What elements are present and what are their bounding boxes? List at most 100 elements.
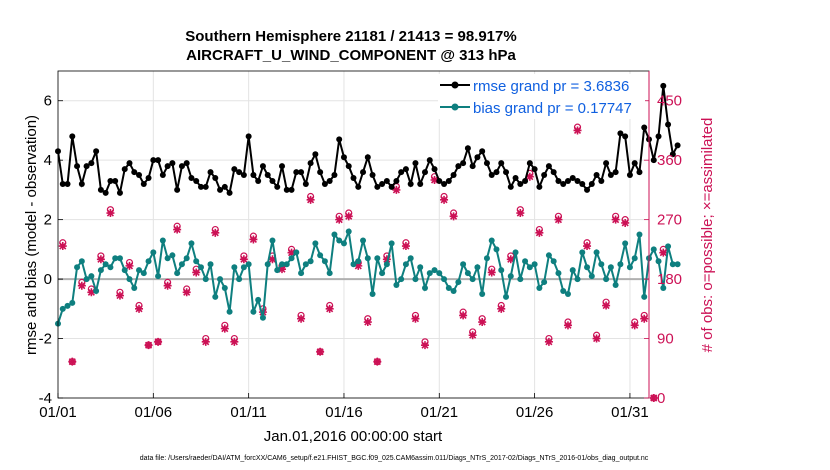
y2-tick-label: 270 bbox=[657, 212, 682, 229]
bias-point bbox=[145, 258, 152, 265]
rmse-point bbox=[436, 177, 443, 184]
obs-assimilated-point bbox=[344, 212, 353, 221]
bias-point bbox=[560, 287, 567, 294]
bias-point bbox=[360, 237, 367, 244]
rmse-point bbox=[655, 133, 662, 140]
y2-axis-ticks: 0 90 180 270 360 450 bbox=[644, 71, 682, 407]
rmse-point bbox=[674, 142, 681, 149]
bias-point bbox=[626, 264, 633, 271]
bias-point bbox=[159, 237, 166, 244]
chart-subtitle: AIRCRAFT_U_WIND_COMPONENT @ 313 hPa bbox=[186, 47, 516, 64]
bias-point bbox=[541, 279, 548, 286]
y2-tick-label: 0 bbox=[657, 390, 665, 407]
bias-series-layer bbox=[55, 227, 681, 327]
bias-point bbox=[598, 261, 605, 268]
rmse-point bbox=[64, 180, 71, 187]
obs-count-layer bbox=[58, 123, 668, 402]
rmse-point bbox=[97, 186, 104, 193]
rmse-point bbox=[426, 157, 433, 164]
rmse-point bbox=[612, 169, 619, 176]
rmse-point bbox=[312, 151, 319, 158]
obs-assimilated-point bbox=[135, 304, 144, 313]
bias-point bbox=[69, 299, 76, 306]
rmse-point bbox=[283, 186, 290, 193]
bias-point bbox=[264, 261, 271, 268]
obs-assimilated-point bbox=[125, 261, 134, 270]
obs-assimilated-point bbox=[115, 291, 124, 300]
rmse-point bbox=[407, 180, 414, 187]
y-axis-ticks: -4 -2 0 2 4 6 bbox=[39, 93, 63, 407]
rmse-point bbox=[236, 169, 243, 176]
bias-point bbox=[279, 261, 286, 268]
bias-point bbox=[140, 270, 147, 277]
y-axis-label: rmse and bias (model - observation) bbox=[23, 115, 40, 355]
rmse-point bbox=[603, 160, 610, 167]
bias-point bbox=[650, 246, 657, 253]
y-tick-label: 0 bbox=[44, 271, 52, 288]
bias-point bbox=[660, 285, 667, 292]
obs-assimilated-point bbox=[535, 228, 544, 237]
x-tick-label: 01/26 bbox=[516, 404, 554, 421]
bias-point bbox=[655, 258, 662, 265]
obs-assimilated-point bbox=[287, 248, 296, 257]
rmse-point bbox=[150, 157, 157, 164]
bias-point bbox=[588, 273, 595, 280]
rmse-point bbox=[83, 163, 90, 170]
obs-assimilated-point bbox=[525, 172, 534, 181]
rmse-point bbox=[326, 177, 333, 184]
rmse-point bbox=[274, 183, 281, 190]
rmse-point bbox=[321, 180, 328, 187]
y-tick-label: 6 bbox=[44, 93, 52, 110]
y2-tick-label: 180 bbox=[657, 271, 682, 288]
bias-point bbox=[226, 308, 233, 315]
rmse-point bbox=[74, 163, 81, 170]
rmse-point bbox=[169, 160, 176, 167]
rmse-point bbox=[155, 157, 162, 164]
rmse-point bbox=[479, 148, 486, 155]
bias-point bbox=[402, 261, 409, 268]
rmse-point bbox=[221, 183, 228, 190]
rmse-point bbox=[240, 172, 247, 179]
data-file-footnote: data file: /Users/raeder/DAI/ATM_forcXX/… bbox=[140, 455, 649, 462]
rmse-point bbox=[374, 183, 381, 190]
obs-assimilated-point bbox=[278, 265, 287, 274]
rmse-point bbox=[574, 177, 581, 184]
bias-point bbox=[207, 261, 214, 268]
plot-area bbox=[58, 71, 649, 398]
x-tick-label: 01/31 bbox=[611, 404, 649, 421]
obs-assimilated-point bbox=[335, 215, 344, 224]
bias-point bbox=[217, 276, 224, 283]
rmse-point bbox=[345, 163, 352, 170]
bias-point bbox=[336, 237, 343, 244]
bias-point bbox=[107, 264, 114, 271]
bias-point bbox=[555, 270, 562, 277]
obs-assimilated-point bbox=[316, 347, 325, 356]
bias-point bbox=[331, 231, 338, 238]
bias-point bbox=[259, 314, 266, 321]
x-tick-label: 01/06 bbox=[135, 404, 173, 421]
bias-point bbox=[607, 264, 614, 271]
obs-assimilated-point bbox=[154, 337, 163, 346]
bias-point bbox=[164, 255, 171, 262]
rmse-point bbox=[360, 169, 367, 176]
bias-point bbox=[283, 261, 290, 268]
rmse-point bbox=[131, 169, 138, 176]
rmse-point bbox=[379, 180, 386, 187]
obs-assimilated-point bbox=[306, 195, 315, 204]
bias-point bbox=[441, 276, 448, 283]
bias-point bbox=[612, 282, 619, 289]
bias-point bbox=[531, 261, 538, 268]
rmse-point bbox=[450, 172, 457, 179]
bias-point bbox=[150, 249, 157, 256]
x-tick-label: 01/11 bbox=[230, 404, 266, 421]
obs-assimilated-point bbox=[249, 235, 258, 244]
rmse-point bbox=[69, 133, 76, 140]
bias-point bbox=[288, 255, 295, 262]
rmse-point bbox=[474, 154, 481, 161]
obs-assimilated-point bbox=[220, 324, 229, 333]
bias-point bbox=[388, 240, 395, 247]
bias-point bbox=[636, 231, 643, 238]
y-tick-label: 2 bbox=[44, 212, 52, 229]
rmse-point bbox=[107, 177, 114, 184]
bias-point bbox=[407, 255, 414, 262]
